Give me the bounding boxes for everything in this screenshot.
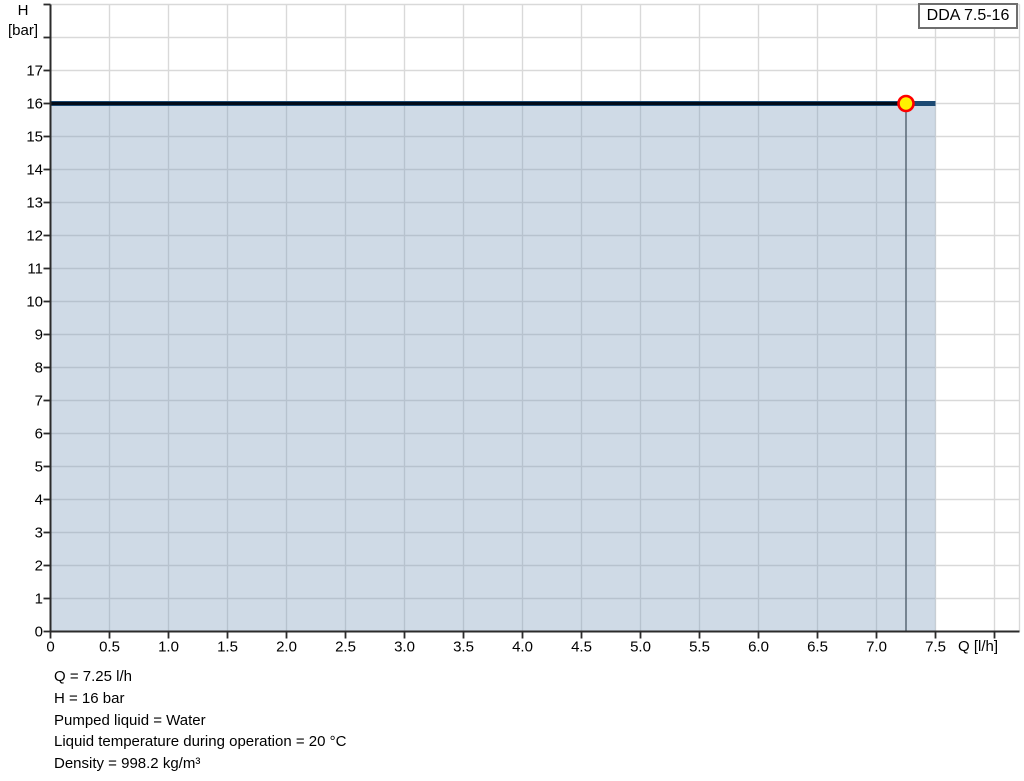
- x-tick-label: 7.5: [925, 639, 946, 656]
- info-line-flow: Q = 7.25 l/h: [54, 668, 132, 685]
- y-tick-label: 11: [27, 261, 43, 278]
- y-tick-label: 13: [26, 195, 43, 212]
- allowed-area-fill: [50, 103, 936, 632]
- x-tick-label: 2.5: [335, 639, 356, 656]
- y-tick-label: 8: [35, 360, 43, 377]
- x-tick-label: 1.5: [217, 639, 238, 656]
- x-tick-label: 6.5: [807, 639, 828, 656]
- y-tick-label: 9: [35, 327, 43, 344]
- x-tick-label: 0: [46, 639, 54, 656]
- y-tick-label: 12: [26, 228, 43, 245]
- y-tick-label: 16: [26, 96, 43, 113]
- y-tick-label: 14: [26, 162, 43, 179]
- x-tick-label: 5.5: [689, 639, 710, 656]
- y-tick-label: 10: [26, 294, 43, 311]
- y-tick-label: 4: [35, 492, 43, 509]
- x-tick-label: 1.0: [158, 639, 179, 656]
- operating-point-marker[interactable]: [897, 94, 915, 113]
- y-axis-title: H [bar]: [2, 1, 44, 41]
- legend-series-label: DDA 7.5-16: [926, 7, 1010, 24]
- x-tick-label: 0.5: [99, 639, 120, 656]
- y-tick-label: 6: [35, 426, 43, 443]
- info-line-temperature: Liquid temperature during operation = 20…: [54, 733, 347, 751]
- y-axis-title-quantity: H: [17, 2, 29, 19]
- y-tick-label: 5: [35, 459, 43, 476]
- y-tick-label: 3: [35, 525, 43, 542]
- x-tick-label: 3.0: [394, 639, 415, 656]
- y-tick-label: 1: [35, 591, 43, 608]
- pump-curve-chart: 0 0.5 1.0 1.5 2.0 2.5 3.0 3.5 4.0 4.5 5.0 5.5 6.0 6.5…: [26, 3, 1021, 656]
- duty-point-info: Q = 7.25 l/h H = 16 bar Pumped liquid = …: [54, 666, 346, 775]
- x-tick-label: 4.0: [512, 639, 533, 656]
- info-line-head: H = 16 bar: [54, 689, 125, 707]
- y-tick-label: 15: [26, 129, 43, 146]
- x-tick-label: 5.0: [630, 639, 651, 656]
- x-tick-label: 4.5: [571, 639, 592, 656]
- axes: [49, 4, 1020, 633]
- tick-marks: [43, 3, 996, 639]
- y-tick-label: 17: [26, 63, 43, 80]
- legend-box: DDA 7.5-16: [918, 3, 1018, 29]
- y-tick-label: 0: [35, 624, 43, 641]
- y-tick-label: 7: [35, 393, 43, 410]
- x-tick-label: 6.0: [748, 639, 769, 656]
- x-tick-label: 3.5: [453, 639, 474, 656]
- x-tick-label: 7.0: [866, 639, 887, 656]
- info-line-density: Density = 998.2 kg/m³: [54, 755, 201, 773]
- gridlines: [50, 3, 1021, 632]
- x-tick-label: 2.0: [276, 639, 297, 656]
- info-line-liquid: Pumped liquid = Water: [54, 711, 206, 729]
- y-tick-label: 2: [35, 558, 43, 575]
- x-axis-title: Q [l/h]: [958, 638, 999, 655]
- y-axis-title-unit: [bar]: [7, 22, 38, 39]
